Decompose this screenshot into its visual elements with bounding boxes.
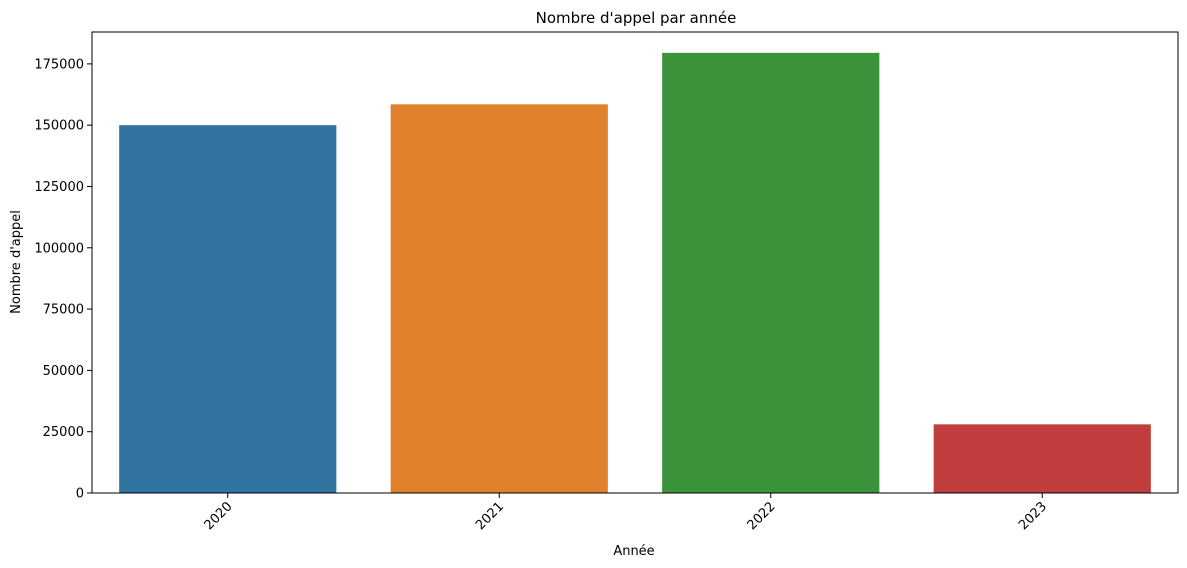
y-tick-label: 75000 [43, 303, 84, 318]
y-tick-label: 25000 [43, 425, 84, 440]
x-axis: 2020 2021 2022 2023 [202, 493, 1050, 533]
bars-group [119, 52, 1151, 494]
y-axis: 0 25000 50000 75000 100000 125000 150000 175000 [34, 57, 92, 502]
y-tick-label: 100000 [34, 241, 84, 256]
y-tick-label: 125000 [34, 180, 84, 195]
y-tick-label: 0 [76, 487, 84, 502]
bar-2020 [119, 125, 337, 494]
x-tick-label: 2022 [745, 499, 779, 533]
plot-frame [91, 31, 1179, 494]
y-axis-title: Nombre d'appel [9, 210, 24, 314]
y-tick-label: 150000 [34, 119, 84, 134]
chart-title: Nombre d'appel par année [536, 9, 737, 27]
x-tick-label: 2020 [202, 499, 236, 533]
bar-2022 [662, 52, 880, 494]
y-tick-label: 50000 [43, 364, 84, 379]
bar-2023 [933, 424, 1151, 493]
x-axis-title: Année [613, 544, 654, 559]
x-tick-label: 2023 [1016, 499, 1050, 533]
bar-2021 [390, 104, 608, 493]
x-tick-label: 2021 [473, 499, 507, 533]
y-tick-label: 175000 [34, 57, 84, 72]
